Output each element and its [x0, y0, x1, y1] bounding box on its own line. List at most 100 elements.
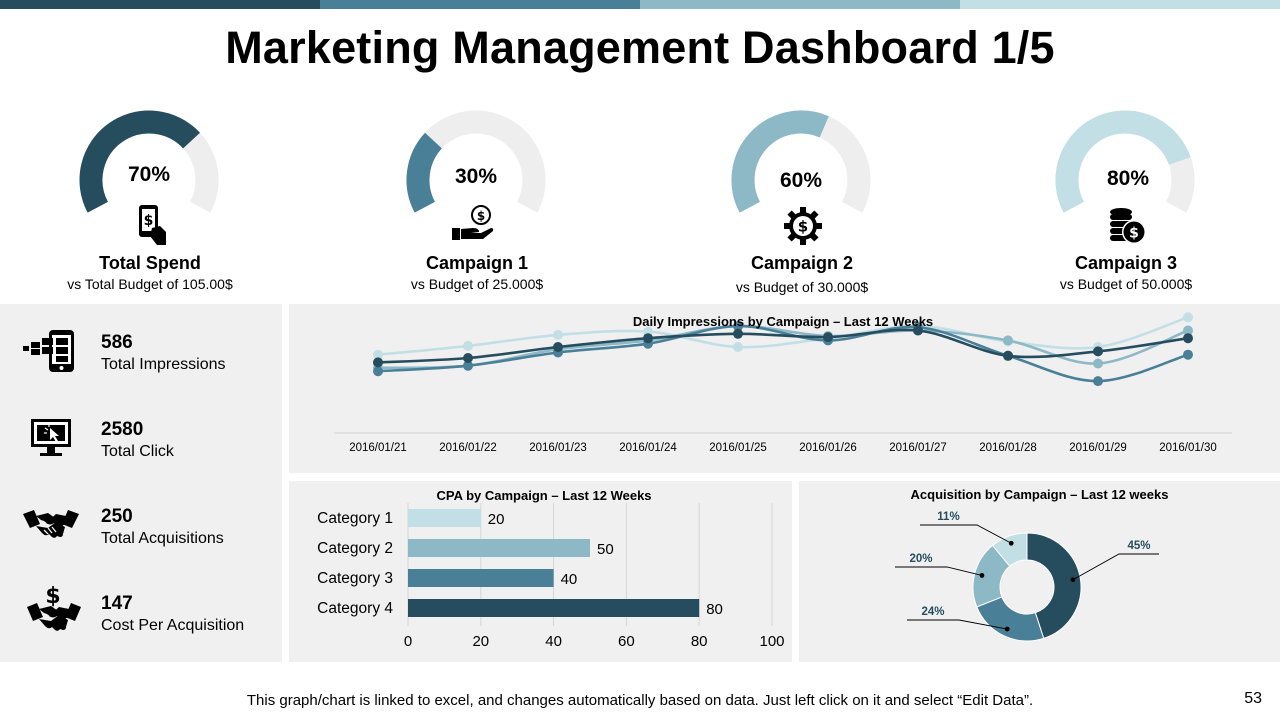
x-tick-label: 0 [404, 633, 412, 650]
x-tick-label: 2016/01/23 [529, 442, 587, 454]
data-point [463, 360, 473, 371]
leader-line [1072, 553, 1159, 581]
data-point [1093, 376, 1103, 387]
series-line-3 [377, 324, 1189, 383]
gauge-name: Campaign 3 [1074, 253, 1178, 273]
kpi-cost-per-acquisition: $ 147 Cost Per Acquisition [0, 584, 282, 673]
handshake-icon [22, 506, 80, 549]
gauge-ring [731, 110, 871, 213]
data-point [913, 325, 923, 336]
gauge-percent: 80% [1106, 167, 1150, 190]
bar-chart: 0 20 40 60 80 100 Category 1 20 Category 2 50 Cate… [317, 503, 785, 650]
kpi-label: Total Impressions [101, 356, 226, 373]
kpi-value: 250 [101, 506, 133, 527]
gauge-subtitle: vs Budget of 25.000$ [410, 276, 544, 292]
data-point [1183, 325, 1193, 336]
kpi-label: Total Acquisitions [101, 530, 224, 547]
x-tick-label: 2016/01/21 [349, 442, 407, 454]
gauge-name: Campaign 1 [425, 253, 529, 273]
gauge-fill [1055, 110, 1191, 213]
donut-chart-title: Acquisition by Campaign – Last 12 weeks [910, 487, 1169, 502]
x-tick-label: 100 [759, 633, 784, 650]
kpi-panel: 586 Total Impressions 2580 Total Click [0, 304, 282, 662]
top-bar-segment-3 [640, 0, 960, 9]
slice-label: 20% [909, 553, 932, 565]
line-chart-title: Daily Impressions by Campaign – Last 12 … [632, 314, 934, 329]
donut-slice [991, 532, 1028, 567]
gauge-fill [79, 110, 200, 213]
svg-text:$: $ [1129, 226, 1139, 242]
gauge-name: Campaign 2 [750, 253, 854, 273]
data-point [733, 321, 743, 332]
kpi-label: Cost Per Acquisition [101, 617, 245, 634]
x-tick-label: 2016/01/26 [799, 442, 857, 454]
series-line-2 [377, 324, 1189, 370]
gauge-percent: 60% [779, 169, 823, 192]
x-tick-label: 2016/01/28 [979, 442, 1037, 454]
gauge-percent: 70% [127, 163, 171, 186]
page-number: 53 [1244, 690, 1262, 707]
slice-label: 11% [937, 511, 959, 523]
data-point [373, 349, 383, 360]
data-point [1183, 333, 1193, 344]
gauge-subtitle: vs Budget of 50.000$ [1059, 276, 1193, 292]
svg-text:$: $ [144, 213, 154, 229]
x-tick-label: 40 [545, 633, 562, 650]
bar [408, 569, 554, 587]
bar [408, 509, 481, 527]
gauge-percent: 30% [454, 165, 498, 188]
line-chart: 2016/01/21 2016/01/22 2016/01/23 2016/01/24… [334, 312, 1232, 454]
data-point [733, 328, 743, 339]
data-point [1183, 312, 1193, 323]
x-tick-label: 2016/01/29 [1069, 442, 1127, 454]
mobile-impressions-icon [22, 330, 78, 379]
leader-dot [1070, 577, 1076, 583]
data-point [463, 340, 473, 351]
leader-dot [979, 573, 985, 578]
series-line-1 [377, 316, 1189, 356]
data-label: 20 [488, 511, 505, 528]
slice-label: 24% [921, 606, 944, 618]
leader-line [920, 524, 1012, 544]
gauge-fill [406, 132, 443, 213]
footer-note: This graph/chart is linked to excel, and… [246, 692, 1034, 709]
data-point [373, 366, 383, 377]
gauge-subtitle: vs Budget of 30.000$ [735, 279, 869, 295]
x-tick-label: 80 [691, 633, 708, 650]
data-point [373, 357, 383, 368]
category-label: Category 2 [317, 540, 393, 557]
data-point [1183, 349, 1193, 360]
kpi-value: 147 [101, 593, 133, 614]
kpi-total-acquisitions: 250 Total Acquisitions [0, 506, 282, 586]
leader-line [895, 566, 983, 576]
data-label: 80 [706, 601, 723, 618]
gauge-total-spend: 70% $ Total Spend vs Total Budget of 105… [20, 108, 280, 298]
page-title: Marketing Management Dashboard 1/5 [225, 22, 1055, 73]
gauge-campaign-2: 60% $ Campaign 2 vs Budget of 30.000$ [672, 108, 932, 298]
top-bar-segment-2 [320, 0, 640, 9]
svg-text:$: $ [477, 209, 485, 223]
data-point [553, 329, 563, 340]
x-tick-label: 2016/01/30 [1159, 442, 1217, 454]
top-bar-segment-4 [960, 0, 1280, 9]
x-tick-label: 2016/01/24 [619, 442, 677, 454]
svg-text:$: $ [45, 585, 60, 609]
monitor-click-icon [30, 418, 74, 465]
bar [408, 539, 590, 557]
donut-chart-panel: Acquisition by Campaign – Last 12 weeks … [799, 481, 1280, 662]
leader-dot [1004, 626, 1010, 632]
gauge-fill [731, 110, 829, 213]
bar-chart-title: CPA by Campaign – Last 12 Weeks [436, 488, 652, 503]
gauge-campaign-1: 30% $ Campaign 1 vs Budget of 25.000$ [347, 108, 607, 298]
x-tick-label: 2016/01/27 [889, 442, 947, 454]
bar-chart-panel: CPA by Campaign – Last 12 Weeks 0 20 40 60 8… [289, 481, 792, 662]
category-label: Category 1 [317, 510, 393, 527]
x-tick-label: 2016/01/22 [439, 442, 497, 454]
gauge-campaign-3: 80% $ Campaign 3 vs Budget of 50.000$ [996, 108, 1256, 298]
kpi-total-impressions: 586 Total Impressions [0, 330, 282, 412]
gauge-subtitle: vs Total Budget of 105.00$ [67, 276, 233, 292]
data-label: 50 [597, 541, 614, 558]
line-chart-panel: Daily Impressions by Campaign – Last 12 … [289, 304, 1280, 473]
donut-chart: 45% 24% 20% 11% [895, 511, 1159, 642]
kpi-total-click: 2580 Total Click [0, 419, 282, 499]
